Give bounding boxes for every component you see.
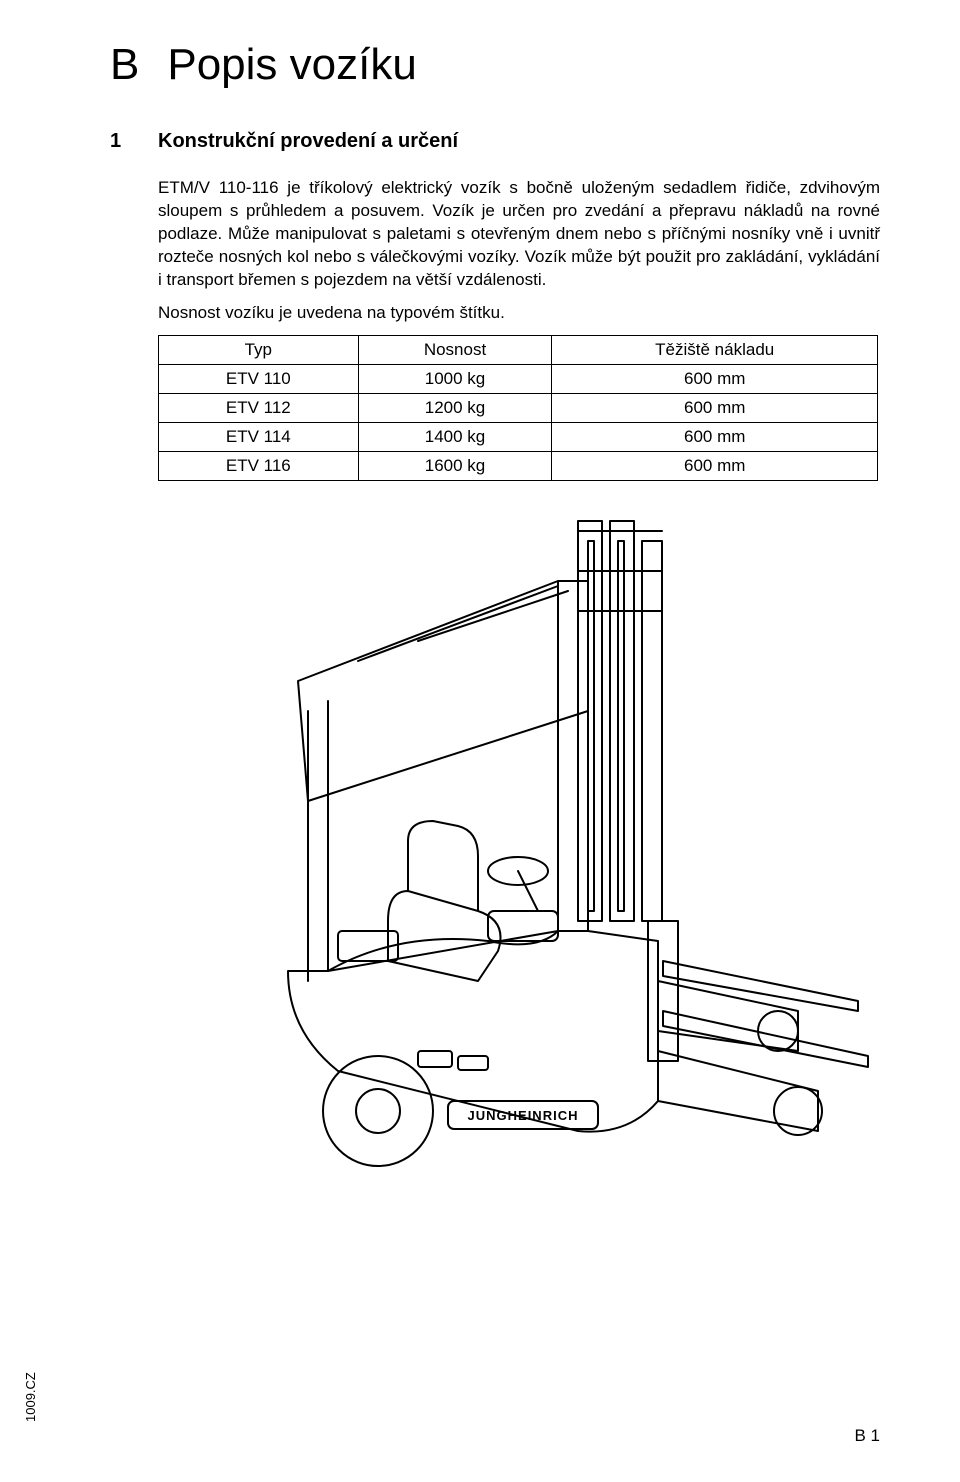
section-letter: B [110,40,139,90]
subheading-row: 1 Konstrukční provedení a určení [110,130,880,153]
spec-table: Typ Nosnost Těžiště nákladu ETV 110 1000… [158,335,878,481]
subheading-title: Konstrukční provedení a určení [158,130,458,153]
table-cell: 600 mm [552,451,878,480]
table-row: ETV 116 1600 kg 600 mm [159,451,878,480]
table-cell: 600 mm [552,422,878,451]
table-cell: 600 mm [552,393,878,422]
table-cell: 1200 kg [358,393,552,422]
table-cell: 1400 kg [358,422,552,451]
header-row: B Popis vozíku [110,40,880,90]
table-row: ETV 114 1400 kg 600 mm [159,422,878,451]
table-header: Nosnost [358,335,552,364]
footer-left: 1009.CZ [23,1372,38,1422]
footer-right: B 1 [854,1426,880,1446]
table-cell: ETV 114 [159,422,359,451]
table-cell: 1600 kg [358,451,552,480]
table-row: ETV 112 1200 kg 600 mm [159,393,878,422]
table-cell: 1000 kg [358,364,552,393]
table-cell: 600 mm [552,364,878,393]
section-title: Popis vozíku [167,40,416,90]
table-header-row: Typ Nosnost Těžiště nákladu [159,335,878,364]
forklift-svg: JUNGHEINRICH [158,511,878,1231]
table-header: Typ [159,335,359,364]
table-cell: ETV 110 [159,364,359,393]
table-header: Těžiště nákladu [552,335,878,364]
paragraph-1: ETM/V 110-116 je tříkolový elektrický vo… [158,177,880,292]
subheading-number: 1 [110,130,158,153]
table-row: ETV 110 1000 kg 600 mm [159,364,878,393]
paragraph-2: Nosnost vozíku je uvedena na typovém ští… [158,302,880,325]
table-cell: ETV 116 [159,451,359,480]
table-cell: ETV 112 [159,393,359,422]
brand-label: JUNGHEINRICH [468,1108,579,1123]
forklift-illustration: JUNGHEINRICH [158,511,878,1236]
page: B Popis vozíku 1 Konstrukční provedení a… [0,0,960,1482]
